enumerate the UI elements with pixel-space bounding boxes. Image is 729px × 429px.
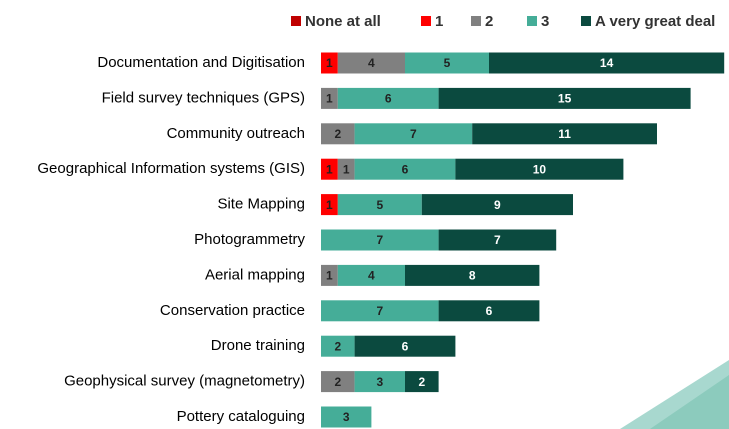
value-label: 10 [533, 162, 547, 176]
bar-segment [472, 123, 657, 145]
decoration [650, 375, 729, 429]
legend-swatch [291, 16, 301, 26]
bar-segment [321, 158, 338, 180]
category-label: Field survey techniques (GPS) [102, 89, 305, 106]
value-label: 14 [600, 56, 614, 70]
category-label: Geophysical survey (magnetometry) [64, 373, 305, 390]
value-label: 6 [486, 304, 493, 318]
value-label: 4 [368, 269, 375, 283]
legend-label: 1 [435, 13, 443, 30]
category-label: Aerial mapping [205, 266, 305, 283]
value-label: 6 [385, 92, 392, 106]
category-label: Conservation practice [160, 302, 305, 319]
value-label: 7 [376, 304, 383, 318]
bar-segment [337, 194, 422, 216]
legend-label: 2 [485, 13, 493, 30]
value-label: 2 [418, 375, 425, 389]
value-label: 4 [368, 56, 375, 70]
bar-segment [337, 52, 405, 74]
legend-label: A very great deal [595, 13, 715, 30]
bar-segment [405, 371, 439, 393]
legend-swatch [527, 16, 537, 26]
bar-segment [438, 229, 557, 251]
value-label: 11 [558, 127, 571, 141]
value-label: 3 [343, 410, 350, 424]
bar-segment [337, 264, 405, 286]
value-label: 6 [402, 162, 409, 176]
value-label: 1 [326, 56, 333, 70]
bar-segment [421, 194, 573, 216]
bar-segment [321, 52, 338, 74]
bar-segment [321, 229, 439, 251]
bar-segment [321, 264, 338, 286]
value-label: 1 [326, 269, 333, 283]
value-label: 5 [376, 198, 383, 212]
category-label: Documentation and Digitisation [97, 54, 305, 71]
value-label: 1 [326, 162, 333, 176]
value-label: 1 [326, 198, 333, 212]
value-label: 15 [558, 92, 572, 106]
value-label: 3 [376, 375, 383, 389]
bar-segment [321, 300, 439, 322]
bar-segment [455, 158, 624, 180]
bar-segment [337, 87, 439, 109]
bar-segment [438, 300, 540, 322]
category-label: Photogrammetry [194, 231, 305, 248]
legend-swatch [471, 16, 481, 26]
bar-segment [354, 371, 405, 393]
bar-segment [438, 87, 691, 109]
bar-segment [321, 371, 355, 393]
bar-segment [321, 406, 372, 428]
legend-label: 3 [541, 13, 549, 30]
category-label: Pottery cataloguing [177, 408, 305, 425]
bar-segment [405, 52, 489, 74]
category-label: Community outreach [167, 125, 305, 142]
bar-segment [321, 87, 338, 109]
value-label: 9 [494, 198, 501, 212]
bar-segment [321, 123, 355, 145]
category-label: Drone training [211, 337, 305, 354]
bar-segment [354, 158, 456, 180]
category-label: Site Mapping [217, 196, 305, 213]
value-label: 5 [444, 56, 451, 70]
bar-segment [337, 158, 355, 180]
legend-swatch [421, 16, 431, 26]
value-label: 2 [334, 339, 341, 353]
bar-segment [354, 335, 456, 357]
bar-segment [321, 194, 338, 216]
value-label: 7 [376, 233, 383, 247]
value-label: 2 [334, 127, 341, 141]
value-label: 2 [334, 375, 341, 389]
legend-label: None at all [305, 13, 381, 30]
value-label: 1 [326, 92, 333, 106]
bar-segment [405, 264, 540, 286]
value-label: 6 [402, 339, 409, 353]
value-label: 7 [494, 233, 501, 247]
legend-swatch [581, 16, 591, 26]
value-label: 7 [410, 127, 417, 141]
value-label: 1 [343, 162, 350, 176]
bar-segment [321, 335, 355, 357]
category-label: Geographical Information systems (GIS) [37, 160, 305, 177]
bar-segment [489, 52, 725, 74]
bar-segment [354, 123, 473, 145]
value-label: 8 [469, 269, 476, 283]
